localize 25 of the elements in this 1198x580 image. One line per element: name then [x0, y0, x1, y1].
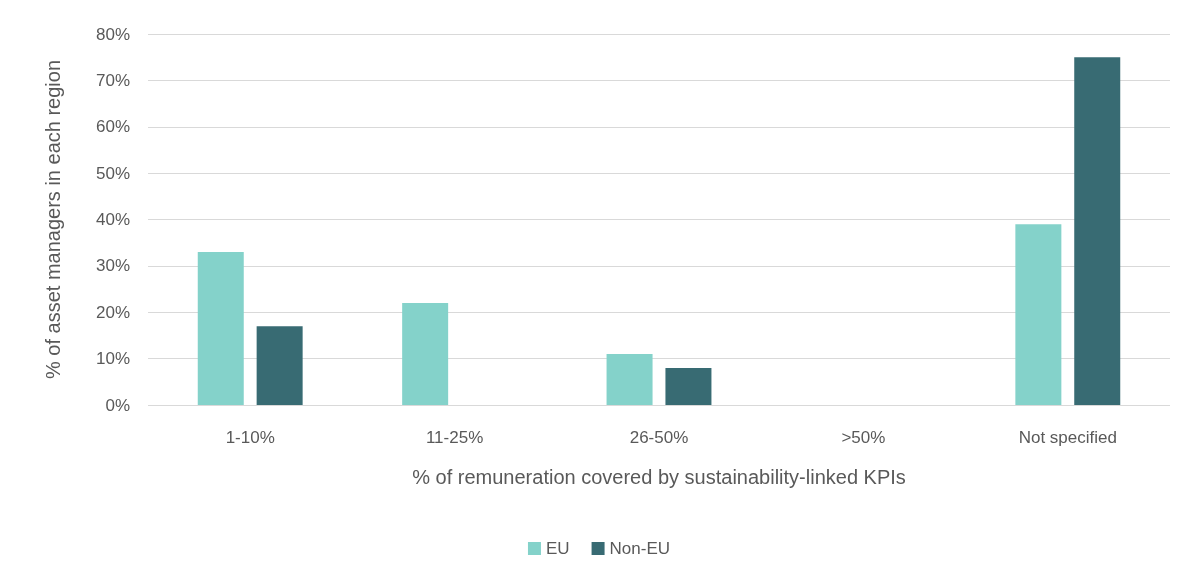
y-tick-label: 50% — [95, 163, 130, 183]
y-axis-title: % of asset managers in each region — [42, 59, 64, 380]
x-axis-title: % of remuneration covered by sustainability-linked KPIs — [412, 466, 906, 488]
y-tick-label: 60% — [95, 117, 130, 137]
bar — [1074, 57, 1121, 405]
legend-label: EU — [545, 539, 570, 558]
y-tick-label: 10% — [95, 349, 130, 369]
x-tick-label: 1-10% — [225, 428, 275, 447]
y-tick-label: 70% — [95, 70, 130, 90]
bar — [256, 326, 303, 405]
y-tick-label: 80% — [95, 24, 130, 44]
x-tick-label: >50% — [841, 428, 886, 447]
bar — [402, 302, 449, 405]
bar — [665, 367, 712, 405]
legend-label: Non-EU — [609, 539, 671, 558]
x-tick-label: 11-25% — [425, 428, 484, 447]
y-tick-label: 30% — [95, 256, 130, 276]
x-tick-label: 26-50% — [629, 428, 689, 447]
bar — [197, 251, 244, 405]
y-tick-label: 40% — [95, 210, 130, 229]
bar — [1015, 224, 1062, 405]
y-tick-label: 0% — [105, 395, 130, 415]
y-tick-label: 20% — [95, 302, 130, 322]
bar — [606, 353, 653, 405]
x-tick-label: Not specified — [1018, 428, 1117, 447]
